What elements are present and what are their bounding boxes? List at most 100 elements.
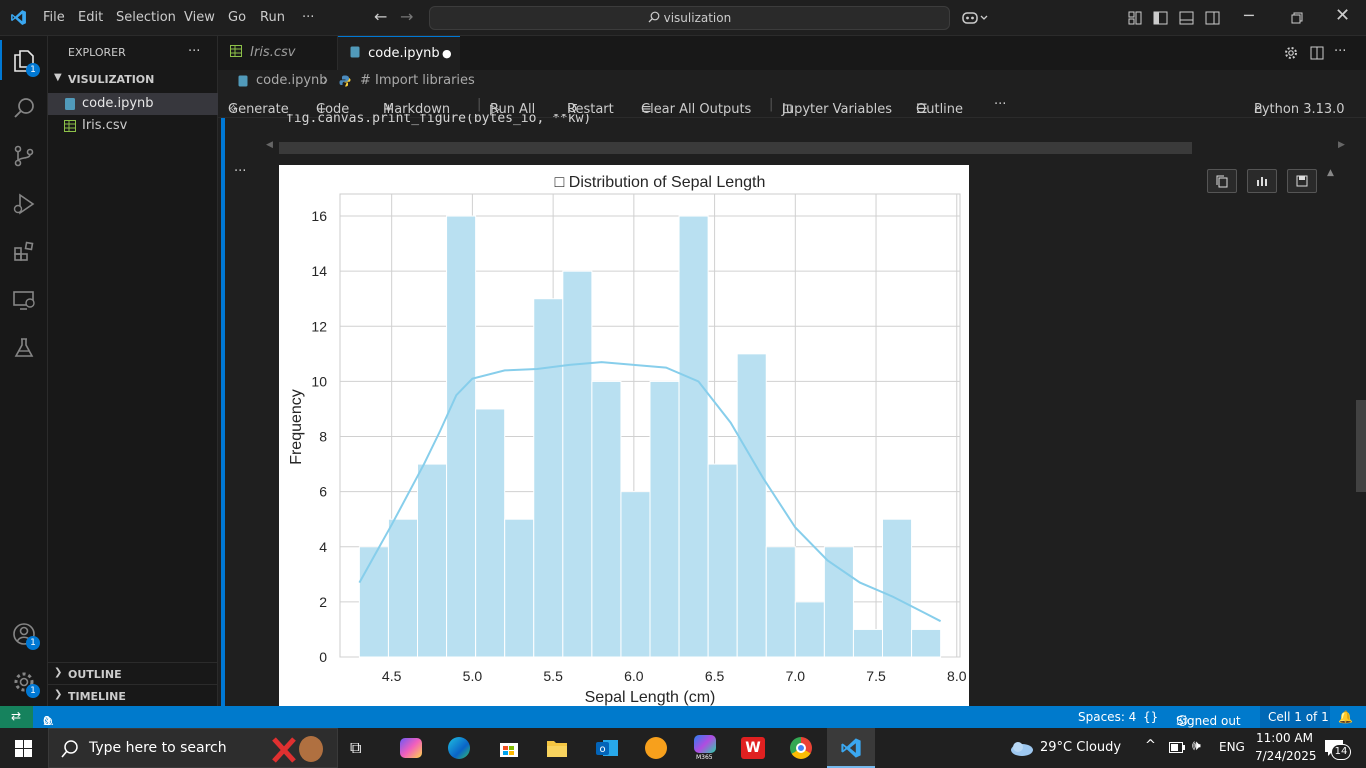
menu-more[interactable]: ··· [302, 10, 315, 25]
brave-vpn-icon[interactable] [645, 737, 667, 759]
remote-indicator[interactable]: ⇄ [0, 706, 33, 728]
layout-customize-icon[interactable] [1128, 11, 1142, 25]
menu-edit[interactable]: Edit [78, 10, 104, 25]
collapse-output-icon[interactable]: ▲ [1327, 168, 1334, 178]
kernel-icon: ⌂ [1254, 102, 1263, 117]
remote-icon: ⇄ [11, 709, 22, 723]
editor-more-icon[interactable]: ··· [1334, 44, 1347, 59]
vscode-icon [841, 738, 861, 758]
file-item-iris-csv[interactable]: Iris.csv [48, 115, 218, 137]
m365-label: M365 [696, 754, 713, 761]
command-center-search[interactable]: visulization [429, 6, 950, 30]
wps-office-icon[interactable]: W [741, 737, 765, 759]
language-braces-icon[interactable]: {} [1143, 710, 1159, 724]
variables-icon: ⊡ [782, 102, 793, 117]
task-view-icon[interactable]: ⧉ [350, 738, 362, 757]
spaces-indicator[interactable]: Spaces: 4 [1078, 710, 1137, 724]
run-debug-activity[interactable] [0, 184, 48, 224]
remote-explorer-activity[interactable] [0, 280, 48, 320]
code-line[interactable]: fig.canvas.print_figure(bytes_io, **kw) [286, 114, 592, 126]
extensions-activity[interactable] [0, 232, 48, 272]
restore-icon[interactable] [1291, 12, 1303, 24]
toolbar-more-icon[interactable]: ··· [994, 97, 1007, 112]
menu-go[interactable]: Go [228, 10, 247, 25]
breadcrumb-section[interactable]: # Import libraries [360, 73, 475, 88]
notifications-bell-icon[interactable]: 🔔 [1338, 710, 1353, 724]
copilot-app-icon[interactable] [400, 738, 422, 758]
toggle-secondary-sidebar-icon[interactable] [1205, 11, 1220, 25]
toolbar-divider: | [769, 97, 774, 112]
explorer-header: EXPLORER [68, 46, 126, 59]
histogram-bar [911, 628, 942, 658]
vscode-taskbar-button[interactable] [827, 728, 875, 768]
histogram-bar [417, 463, 448, 658]
show-hidden-icons-icon[interactable]: ^ [1145, 738, 1156, 753]
unsaved-dot-icon[interactable]: ● [442, 47, 452, 60]
x-tick-label: 6.5 [705, 668, 725, 684]
gear-icon[interactable] [1284, 46, 1298, 60]
scroll-left-icon[interactable]: ◀ [266, 140, 273, 150]
menu-selection[interactable]: Selection [116, 10, 176, 25]
cell-position[interactable]: Cell 1 of 1 [1260, 706, 1330, 728]
scroll-right-icon[interactable]: ▶ [1338, 140, 1345, 150]
explorer-more-icon[interactable]: ··· [188, 44, 201, 59]
tab-code-ipynb[interactable]: code.ipynb ● [338, 36, 460, 70]
chrome-icon[interactable] [790, 737, 812, 759]
histogram-chart: □ Distribution of Sepal Length 4.5 5.0 5.5… [288, 174, 967, 706]
accounts-activity[interactable]: 1 [0, 616, 48, 656]
m365-icon[interactable]: M365 [692, 735, 718, 761]
clock-date[interactable]: 7/24/2025 [1255, 749, 1317, 763]
copilot-icon[interactable] [962, 10, 988, 26]
copy-output-button[interactable] [1207, 169, 1237, 193]
vertical-scrollbar[interactable] [1356, 400, 1366, 492]
search-activity[interactable] [0, 88, 48, 128]
windows-start-icon[interactable] [15, 740, 32, 757]
explorer-activity[interactable]: 1 [0, 40, 48, 80]
toggle-sidebar-icon[interactable] [1153, 11, 1168, 25]
taskbar-search[interactable]: Type here to search [48, 728, 338, 768]
file-explorer-icon[interactable] [546, 738, 568, 758]
csv-icon [230, 45, 242, 57]
close-icon[interactable]: ✕ [1335, 5, 1351, 26]
outline-section[interactable]: ❯ OUTLINE [48, 662, 218, 684]
outline-label: OUTLINE [68, 668, 122, 681]
horizontal-scrollbar[interactable] [279, 142, 1192, 154]
notebook-icon [238, 75, 248, 87]
output-more-icon[interactable]: ··· [234, 164, 247, 179]
battery-icon[interactable] [1169, 742, 1185, 753]
toggle-panel-icon[interactable] [1179, 11, 1194, 25]
folder-header[interactable]: ▼ VISULIZATION [48, 70, 218, 90]
cloudy-weather-icon[interactable] [1008, 739, 1034, 757]
split-editor-icon[interactable] [1310, 46, 1324, 60]
language-indicator[interactable]: ENG [1219, 740, 1245, 754]
open-plot-viewer-button[interactable] [1247, 169, 1277, 193]
timeline-section[interactable]: ❯ TIMELINE [48, 684, 218, 706]
x-axis-label: Sepal Length (cm) [585, 689, 716, 706]
manage-activity[interactable]: 1 [0, 664, 48, 704]
kernel-label: Python 3.13.0 [1254, 102, 1345, 117]
outlook-icon[interactable]: o [595, 737, 619, 759]
y-tick-label: 4 [319, 539, 327, 555]
tab-iris-csv[interactable]: Iris.csv [218, 36, 338, 70]
plus-icon: + [383, 102, 394, 117]
x-tick-label: 4.5 [382, 668, 402, 684]
breadcrumb-file[interactable]: code.ipynb [256, 73, 328, 88]
file-item-label: code.ipynb [82, 96, 154, 111]
clock-time[interactable]: 11:00 AM [1256, 731, 1313, 745]
menu-run[interactable]: Run [260, 10, 285, 25]
source-control-activity[interactable] [0, 136, 48, 176]
weather-text[interactable]: 29°C Cloudy [1040, 740, 1122, 755]
minimize-icon[interactable]: ─ [1244, 6, 1254, 25]
menu-view[interactable]: View [184, 10, 215, 25]
save-output-button[interactable] [1287, 169, 1317, 193]
back-arrow-icon[interactable]: ← [374, 7, 388, 26]
testing-activity[interactable] [0, 328, 48, 368]
forward-arrow-icon[interactable]: → [400, 7, 414, 26]
volume-icon[interactable]: 🕪 [1192, 738, 1201, 754]
activity-bar: 1 1 1 [0, 36, 48, 706]
edge-icon[interactable] [448, 737, 470, 759]
store-icon[interactable] [498, 737, 520, 759]
warning-count: 0 [43, 714, 51, 728]
menu-file[interactable]: File [43, 10, 65, 25]
file-item-code-ipynb[interactable]: code.ipynb [48, 93, 218, 115]
